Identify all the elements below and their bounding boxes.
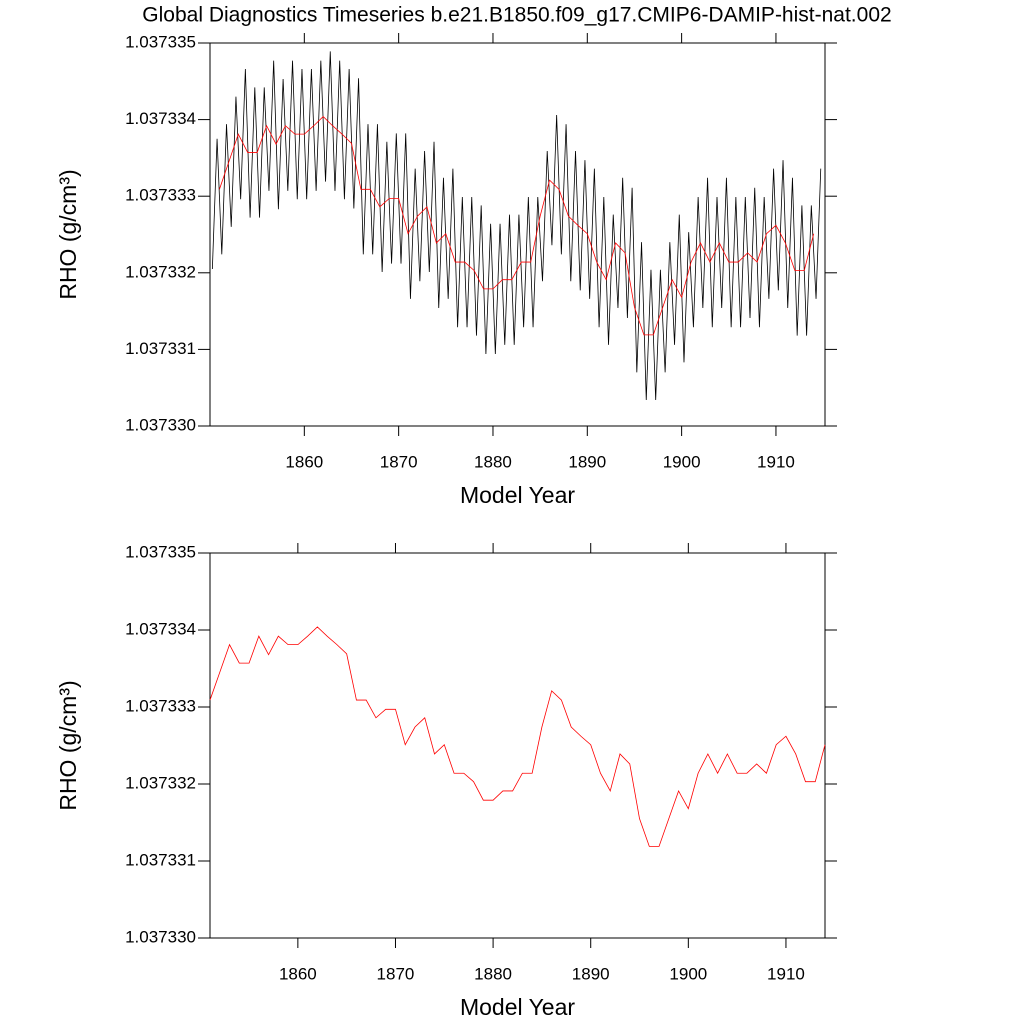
y-tick-label: 1.037334 xyxy=(125,109,196,128)
y-axis-label: RHO (g/cm³) xyxy=(55,169,81,299)
y-tick-label: 1.037333 xyxy=(125,186,196,205)
x-axis-label: Model Year xyxy=(460,482,575,508)
plot-frame xyxy=(209,552,826,939)
data-line xyxy=(209,626,826,847)
data-line xyxy=(219,115,815,336)
plot-frame xyxy=(209,42,826,427)
x-tick-label: 1890 xyxy=(572,964,610,983)
y-tick-label: 1.037332 xyxy=(125,262,196,281)
y-tick-label: 1.037335 xyxy=(125,542,196,561)
x-tick-label: 1880 xyxy=(474,452,512,471)
y-tick-label: 1.037333 xyxy=(125,696,196,715)
y-tick-label: 1.037335 xyxy=(125,32,196,51)
x-axis-label: Model Year xyxy=(460,994,575,1020)
x-tick-label: 1860 xyxy=(279,964,317,983)
y-axis-label: RHO (g/cm³) xyxy=(55,680,81,810)
x-tick-label: 1870 xyxy=(377,964,415,983)
y-tick-label: 1.037334 xyxy=(125,619,196,638)
y-tick-label: 1.037332 xyxy=(125,773,196,792)
y-tick-label: 1.037331 xyxy=(125,850,196,869)
x-tick-label: 1870 xyxy=(380,452,418,471)
y-tick-label: 1.037331 xyxy=(125,339,196,358)
y-tick-label: 1.037330 xyxy=(125,415,196,434)
x-tick-label: 1900 xyxy=(669,964,707,983)
chart-title: Global Diagnostics Timeseries b.e21.B185… xyxy=(142,4,891,27)
data-line xyxy=(211,51,822,400)
x-tick-label: 1890 xyxy=(568,452,606,471)
y-tick-label: 1.037330 xyxy=(125,927,196,946)
x-tick-label: 1880 xyxy=(474,964,512,983)
x-tick-label: 1910 xyxy=(757,452,795,471)
x-tick-label: 1910 xyxy=(767,964,805,983)
x-tick-label: 1860 xyxy=(285,452,323,471)
x-tick-label: 1900 xyxy=(663,452,701,471)
